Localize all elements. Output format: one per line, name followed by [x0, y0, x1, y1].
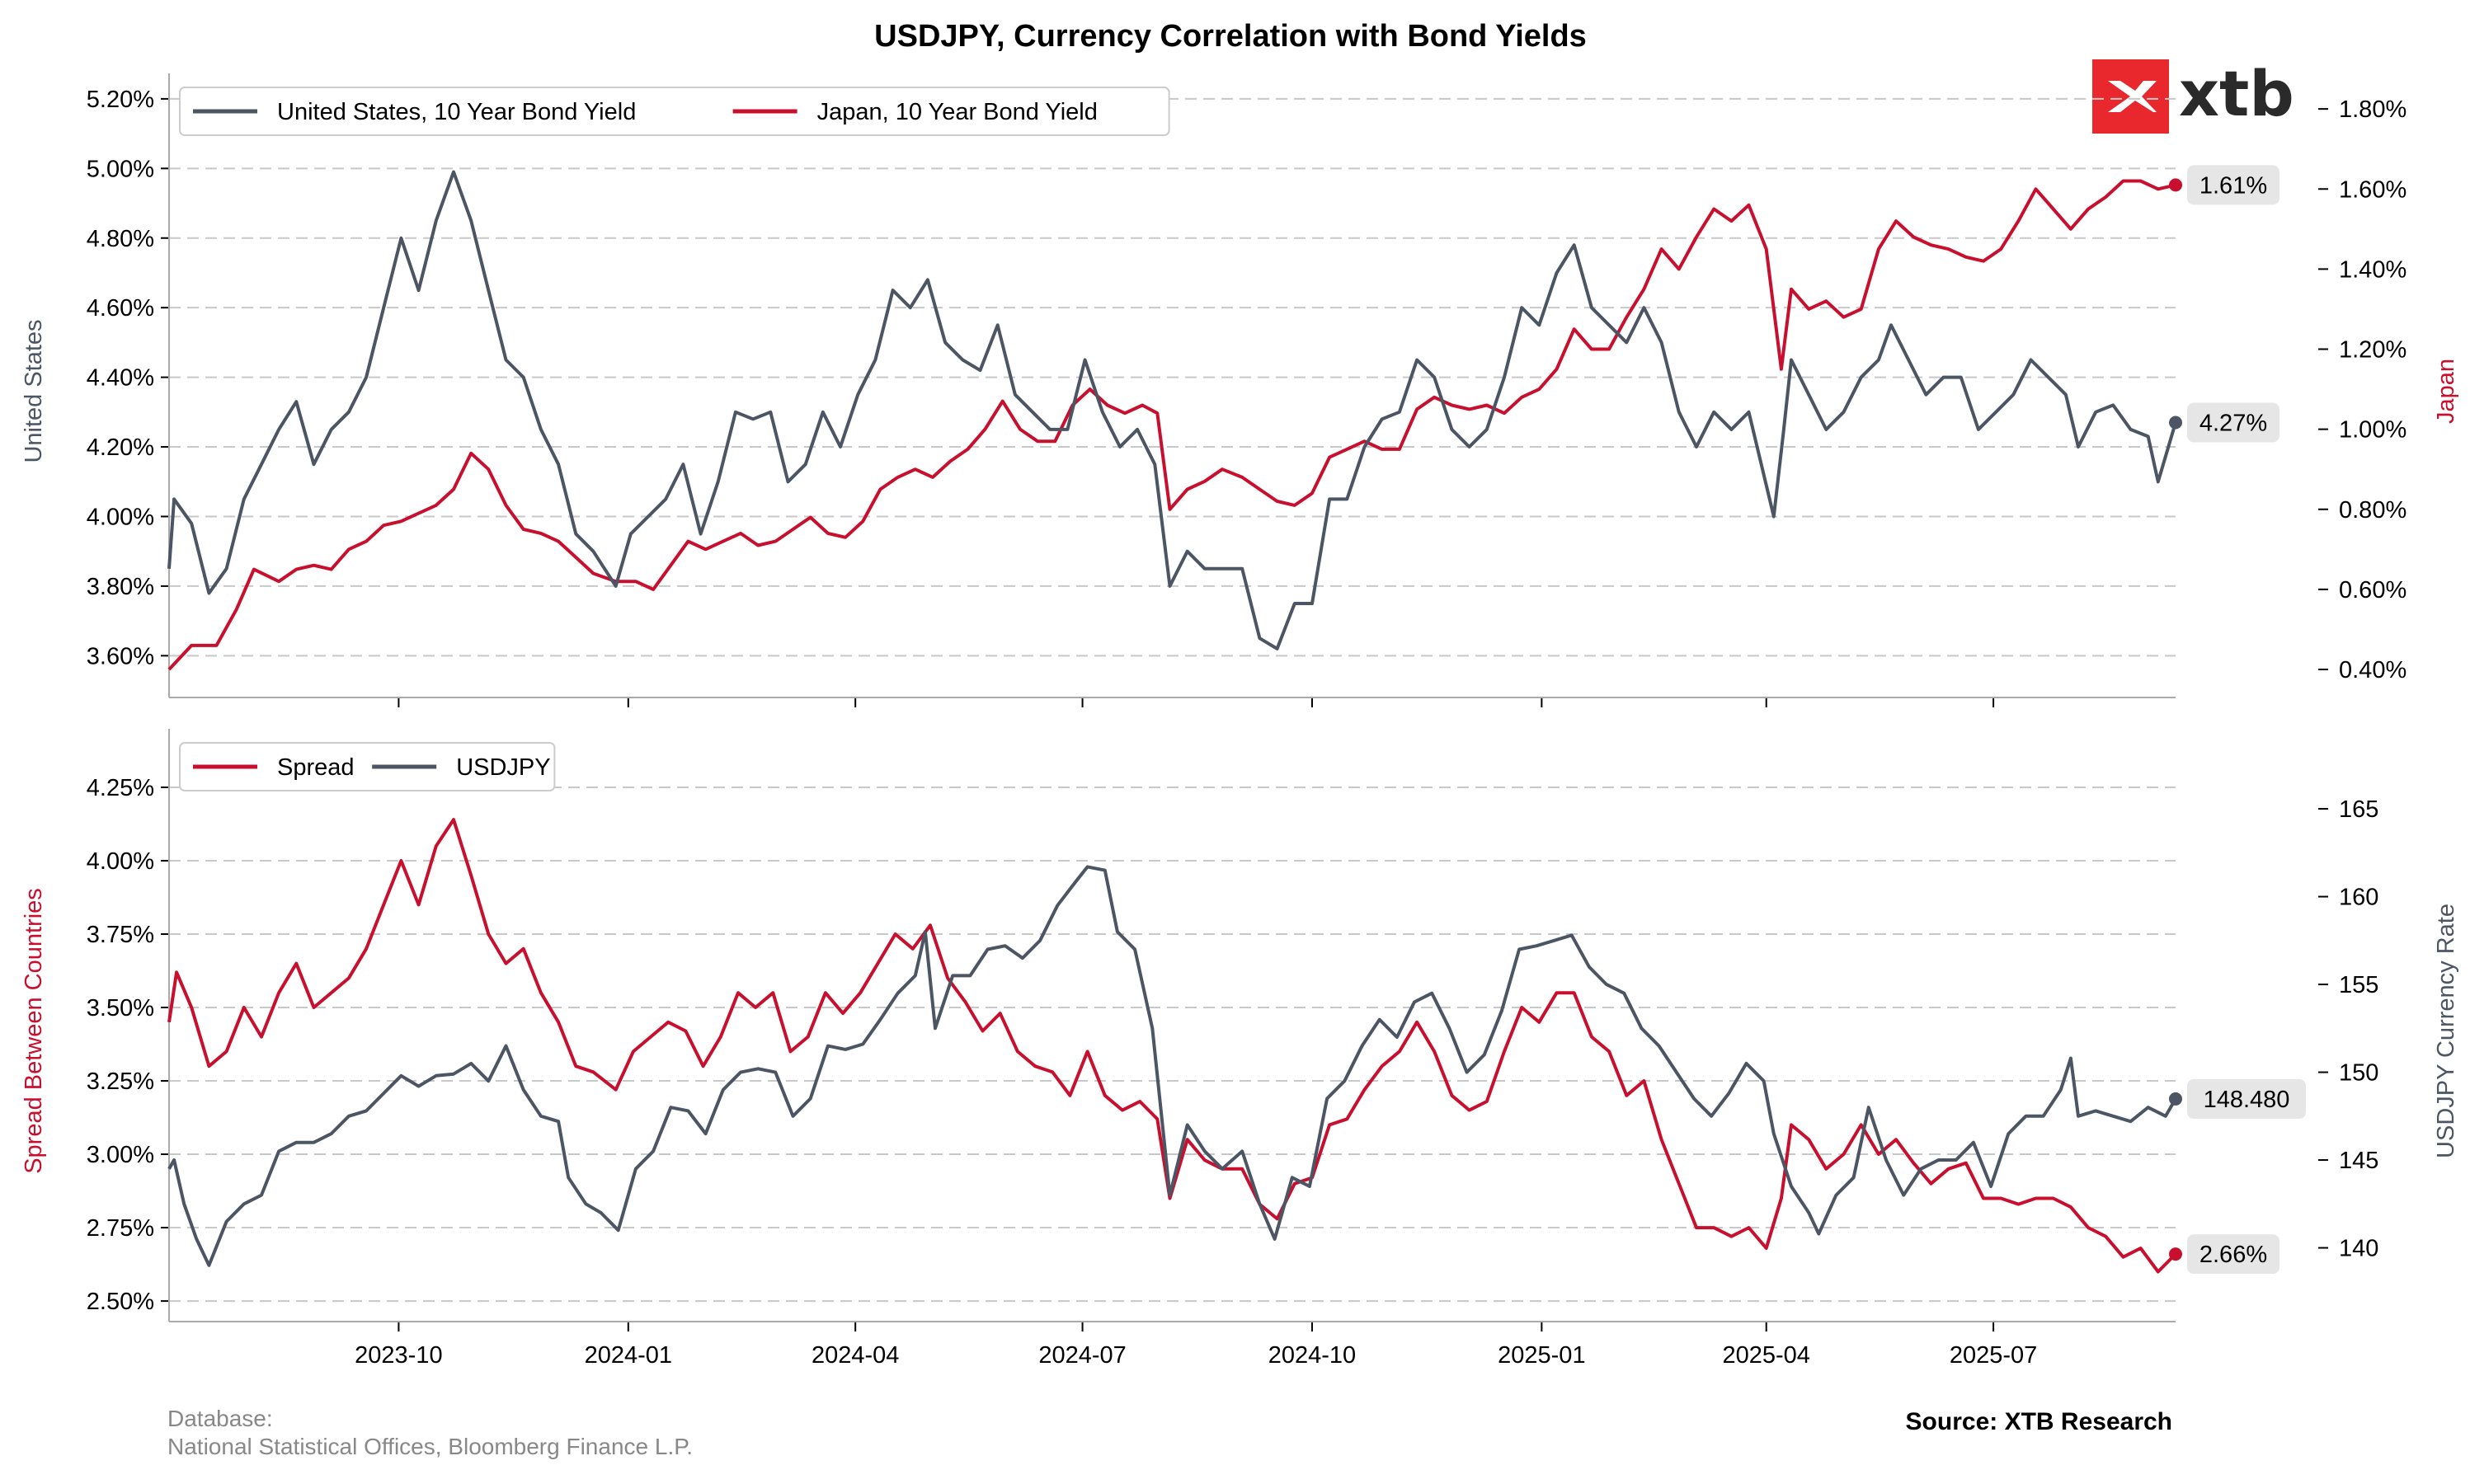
series-end-value-box: [2187, 402, 2279, 443]
series-end-value-label: 1.61%: [2199, 172, 2267, 199]
right-tick-label: 1.40%: [2339, 256, 2406, 283]
left-tick-label: 3.60%: [87, 643, 154, 669]
left-axis-title: United States: [21, 319, 47, 463]
series-line-a: [167, 818, 2177, 1274]
series-end-marker: [2169, 1092, 2182, 1106]
database-value: National Statistical Offices, Bloomberg …: [167, 1434, 693, 1459]
x-tick-label: 2025-04: [1722, 1342, 1809, 1369]
series-end-value-label: 4.27%: [2199, 410, 2267, 436]
left-tick-label: 4.60%: [87, 295, 154, 322]
legend-label: United States, 10 Year Bond Yield: [277, 99, 636, 125]
right-tick-label: 160: [2339, 885, 2378, 911]
series-end-value-box: [2187, 1078, 2306, 1119]
left-tick-label: 3.00%: [87, 1142, 154, 1168]
left-tick-label: 3.80%: [87, 574, 154, 600]
left-tick-label: 4.40%: [87, 365, 154, 392]
panel-spread-usdjpy: 2.50% 2.75% 3.00% 3.25% 3.50% 3.75% 4.00% 4.25%…: [21, 729, 2459, 1369]
xtb-logo: xtb: [2092, 57, 2294, 134]
series-end-value-label: 2.66%: [2199, 1242, 2267, 1268]
xtb-logo-text: xtb: [2179, 57, 2294, 130]
right-tick-label: 155: [2339, 972, 2378, 998]
panel-bond-yields: 3.60% 3.80% 4.00% 4.20% 4.40% 4.60% 4.80% 5.00%…: [21, 73, 2459, 707]
series-line-a: [167, 170, 2177, 650]
right-tick-label: 0.40%: [2339, 657, 2406, 683]
legend-label: Japan, 10 Year Bond Yield: [817, 99, 1098, 125]
left-tick-label: 2.75%: [87, 1215, 154, 1242]
right-axis-title: USDJPY Currency Rate: [2433, 904, 2459, 1158]
series-line-b: [167, 179, 2176, 671]
xtb-logo-mark-icon: [2108, 81, 2157, 112]
right-tick-label: 145: [2339, 1148, 2378, 1174]
x-tick-label: 2025-01: [1498, 1342, 1585, 1369]
left-tick-label: 3.25%: [87, 1068, 154, 1095]
series-line-b: [167, 865, 2177, 1267]
x-tick-label: 2024-07: [1038, 1342, 1126, 1369]
series-end-value-label: 148.480: [2204, 1087, 2290, 1113]
right-tick-label: 1.60%: [2339, 176, 2406, 203]
x-tick-label: 2024-01: [585, 1342, 672, 1369]
series-end-marker: [2169, 416, 2182, 430]
left-tick-label: 4.00%: [87, 504, 154, 530]
left-tick-label: 4.25%: [87, 775, 154, 801]
legend-label: Spread: [277, 754, 355, 781]
x-tick-label: 2025-07: [1950, 1342, 2037, 1369]
left-tick-label: 4.80%: [87, 226, 154, 252]
right-tick-label: 0.60%: [2339, 577, 2406, 603]
left-tick-label: 3.50%: [87, 995, 154, 1021]
right-tick-label: 1.00%: [2339, 417, 2406, 444]
legend-box: [179, 87, 1170, 136]
chart-title: USDJPY, Currency Correlation with Bond Y…: [874, 19, 1587, 54]
source-label: Source: XTB Research: [1906, 1408, 2172, 1435]
series-end-marker: [2169, 178, 2182, 192]
right-axis-title: Japan: [2433, 359, 2459, 424]
right-tick-label: 0.80%: [2339, 497, 2406, 524]
right-tick-label: 165: [2339, 796, 2378, 823]
right-tick-label: 140: [2339, 1236, 2378, 1262]
left-tick-label: 5.00%: [87, 156, 154, 182]
right-tick-label: 150: [2339, 1060, 2378, 1087]
series-end-value-box: [2187, 1234, 2279, 1275]
legend-label: USDJPY: [456, 754, 550, 781]
left-tick-label: 4.00%: [87, 848, 154, 875]
left-tick-label: 5.20%: [87, 87, 154, 113]
database-label: Database:: [167, 1406, 273, 1431]
left-tick-label: 3.75%: [87, 922, 154, 948]
x-tick-label: 2024-10: [1268, 1342, 1356, 1369]
series-end-value-box: [2187, 165, 2279, 205]
right-tick-label: 1.20%: [2339, 337, 2406, 364]
left-axis-title: Spread Between Countries: [21, 888, 47, 1174]
x-tick-label: 2023-10: [355, 1342, 442, 1369]
left-tick-label: 4.20%: [87, 434, 154, 461]
left-tick-label: 2.50%: [87, 1289, 154, 1315]
x-tick-label: 2024-04: [812, 1342, 899, 1369]
right-tick-label: 1.80%: [2339, 96, 2406, 123]
series-end-marker: [2169, 1247, 2182, 1261]
legend-box: [179, 742, 556, 791]
